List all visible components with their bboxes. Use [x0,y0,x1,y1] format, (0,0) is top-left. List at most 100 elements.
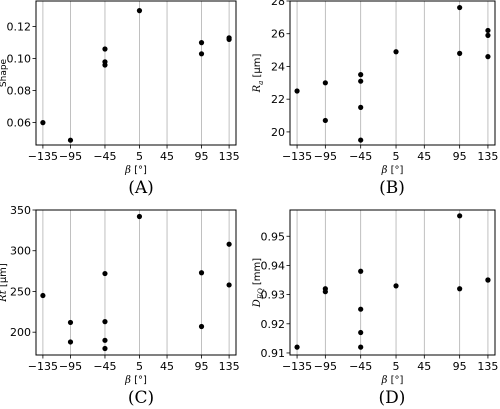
data-point [358,306,364,312]
y-tick-label: 26 [271,28,285,41]
data-point [358,344,364,350]
data-point [457,213,463,219]
data-point [358,329,364,336]
y-axis-unit: [μm] [0,263,9,290]
x-tick-label: 45 [160,150,174,163]
y-tick-label: 20 [271,126,285,139]
data-point [198,323,205,330]
x-tick-label: 45 [417,150,431,163]
y-tick-label: 300 [10,245,31,258]
y-tick-label: 28 [271,0,285,8]
data-point [393,283,399,289]
data-point [102,319,108,325]
y-tick-label: 200 [10,326,31,339]
x-tick-label: −135 [282,150,312,163]
x-tick-label: −135 [28,360,58,373]
panel-a: −135 −95 −45 5 45 95 135 0.06 0.08 0.10 0.12 β [°] S… [0,0,240,198]
data-point [322,117,328,124]
x-tick-label: 45 [160,360,174,373]
panel-caption: (A) [128,178,154,198]
x-tick-label: 5 [393,360,400,373]
y-axis-symbol: Rt [0,289,9,303]
panel-b: −135 −95 −45 5 45 95 135 20 22 24 26 28 β [°] Ra [μm]… [252,0,498,198]
panel-caption: (B) [379,178,405,198]
data-point [102,337,108,343]
x-tick-label: −45 [349,360,372,373]
x-tick-label: −95 [314,150,337,163]
x-tick-label: 45 [417,360,431,373]
data-point [102,345,108,352]
x-tick-label: 95 [195,150,209,163]
y-axis-subscript: a [257,81,265,85]
x-axis-unit: [°] [387,165,403,176]
data-point [358,78,364,84]
y-tick-label: 350 [10,204,31,217]
y-tick-label: 0.95 [261,230,286,243]
y-tick-label: 0.06 [7,117,32,130]
data-point [294,344,300,350]
y-tick-label: 0.93 [261,289,286,302]
y-tick-label: 0.94 [261,259,286,272]
x-axis-label: β [°] [124,165,147,176]
y-axis-label: Shape [0,58,9,87]
data-point [226,241,232,247]
x-axis-symbol: β [124,165,131,176]
axes-frame [35,0,237,146]
data-point [485,27,491,34]
data-point [485,54,491,60]
data-point [393,49,399,55]
data-point [67,319,74,326]
x-tick-label: −45 [93,150,116,163]
y-tick-label: 250 [10,285,31,298]
x-axis-label: β [°] [124,375,147,386]
axes-frame [35,209,237,356]
y-axis-text: Shape [0,58,9,87]
x-tick-label: 5 [393,150,400,163]
y-axis-label: Rt [μm] [0,263,9,303]
x-axis-unit: [°] [131,165,147,176]
data-point [102,270,108,277]
data-point [136,8,143,14]
y-tick-label: 0.08 [7,85,32,98]
x-tick-label: 5 [136,150,143,163]
data-point [485,277,491,283]
x-tick-label: −45 [349,150,372,163]
x-tick-label: −95 [314,360,337,373]
data-point [358,72,364,78]
x-tick-label: 135 [219,360,240,373]
data-point [457,286,463,292]
y-axis-unit: [mm] [252,258,263,289]
data-point [102,46,108,52]
x-tick-label: 95 [453,360,467,373]
x-axis-symbol: β [381,165,388,176]
x-axis-symbol: β [124,375,131,386]
data-point [67,339,74,345]
y-tick-label: 0.10 [7,53,32,66]
data-point [102,62,108,68]
data-point [322,80,328,86]
axes-frame [289,209,496,356]
y-tick-label: 24 [271,60,285,73]
panel-caption: (D) [379,388,406,408]
panel-d: −135 −95 −45 5 45 95 135 0.91 0.92 0.93 0.94 0.95 β … [252,209,498,408]
x-axis-label: β [°] [381,375,404,386]
data-point [226,282,232,288]
axes-frame [289,0,496,146]
data-point [358,268,364,274]
y-axis-symbol: D [252,299,263,308]
y-axis-unit: [μm] [252,54,263,81]
data-point [322,289,328,295]
y-tick-label: 0.91 [261,347,286,360]
data-point [198,270,205,276]
data-point [198,40,205,46]
data-point [358,137,364,143]
x-tick-label: −135 [282,360,312,373]
y-axis-label: DEQ [mm] [252,258,265,308]
x-axis-label: β [°] [381,165,404,176]
data-point [358,104,364,110]
y-tick-label: 22 [271,93,285,106]
data-point [294,88,300,94]
x-axis-unit: [°] [131,375,147,386]
x-tick-label: 5 [136,360,143,373]
